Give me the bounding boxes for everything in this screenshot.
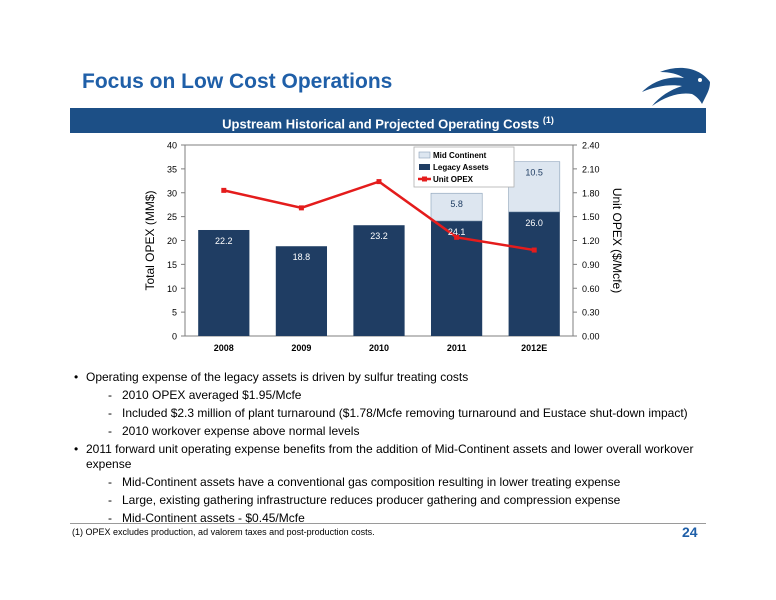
bullet-item: 2011 forward unit operating expense bene… [74,442,714,472]
legend-label-legacy-assets: Legacy Assets [433,163,489,172]
x-tick-label: 2011 [447,343,467,353]
bar-legacy-assets [508,211,560,336]
y-axis-title: Total OPEX (MM$) [143,190,157,290]
x-tick-label: 2008 [214,343,234,353]
point-unit-opex [221,187,227,193]
y-right-tick-label: 1.50 [582,212,600,222]
y-tick-label: 30 [167,188,177,198]
point-unit-opex [454,234,460,240]
banner-footnote-ref: (1) [542,115,554,125]
data-label-mid-continent: 5.8 [450,199,463,209]
opex-chart: 0 5 10 15 20 25 30 35 40 0.00 0.30 0.60 0.90 1.20 1.50… [143,141,624,354]
sub-bullet-item: Mid-Continent assets - $0.45/Mcfe [74,511,714,526]
bar-mid-continent [430,192,483,222]
y-right-tick-label: 2.40 [582,141,600,151]
x-tick-label: 2012E [521,343,547,353]
y-right-tick-label: 0.90 [582,260,600,270]
bar-mid-continent [508,161,561,213]
y-right-tick-label: 1.20 [582,236,600,246]
data-label-legacy-assets: 24.1 [448,227,466,237]
bullet-list: Operating expense of the legacy assets i… [74,370,714,529]
sub-bullet-item: 2010 OPEX averaged $1.95/Mcfe [74,388,714,403]
legend-label-mid-continent: Mid Continent [433,151,487,160]
y-right-tick-label: 0.60 [582,284,600,294]
point-unit-opex [298,205,304,211]
data-label-legacy-assets: 22.2 [215,236,233,246]
bar-legacy-assets [353,225,405,336]
bar-legacy-assets [275,246,328,336]
bar-legacy-assets [198,229,250,336]
legend-swatch-mid-continent [418,151,431,159]
y-right-tick-label: 1.80 [582,188,600,198]
bullet-item: Operating expense of the legacy assets i… [74,370,714,385]
point-unit-opex [531,247,537,253]
y-tick-label: 25 [167,212,177,222]
data-label-mid-continent: 10.5 [525,168,543,178]
data-label-legacy-assets: 26.0 [525,218,543,228]
sub-bullet-item: 2010 workover expense above normal level… [74,424,714,439]
legend-label-unit-opex: Unit OPEX [433,175,474,184]
y-right-tick-label: 0.00 [582,332,600,342]
banner-text: Upstream Historical and Projected Operat… [222,116,540,132]
chart-banner: Upstream Historical and Projected Operat… [70,108,706,133]
page-number: 24 [682,524,698,540]
y-tick-label: 35 [167,164,177,174]
sub-bullet-item: Large, existing gathering infrastructure… [74,493,714,508]
y-tick-label: 10 [167,284,177,294]
eagle-logo [642,67,710,106]
legend-marker-unit-opex [422,176,427,182]
y-tick-label: 5 [172,308,177,318]
sub-bullet-item: Mid-Continent assets have a conventional… [74,475,714,490]
point-unit-opex [376,179,382,185]
y-tick-label: 15 [167,260,177,270]
y-tick-label: 0 [172,332,177,342]
legend-swatch-legacy-assets [419,164,430,170]
legend-box [413,146,515,188]
y-tick-label: 40 [167,141,177,151]
data-label-legacy-assets: 23.2 [370,231,388,241]
page-title: Focus on Low Cost Operations [82,70,393,93]
x-tick-label: 2009 [291,343,311,353]
y-right-tick-label: 0.30 [582,308,600,318]
footer-divider [70,523,706,524]
data-label-legacy-assets: 18.8 [293,252,311,262]
y-right-axis-title: Unit OPEX ($/Mcfe) [610,188,624,293]
y-tick-label: 20 [167,236,177,246]
footnote: (1) OPEX excludes production, ad valorem… [72,527,375,537]
sub-bullet-item: Included $2.3 million of plant turnaroun… [74,406,714,421]
x-tick-label: 2010 [369,343,389,353]
y-right-tick-label: 2.10 [582,164,600,174]
